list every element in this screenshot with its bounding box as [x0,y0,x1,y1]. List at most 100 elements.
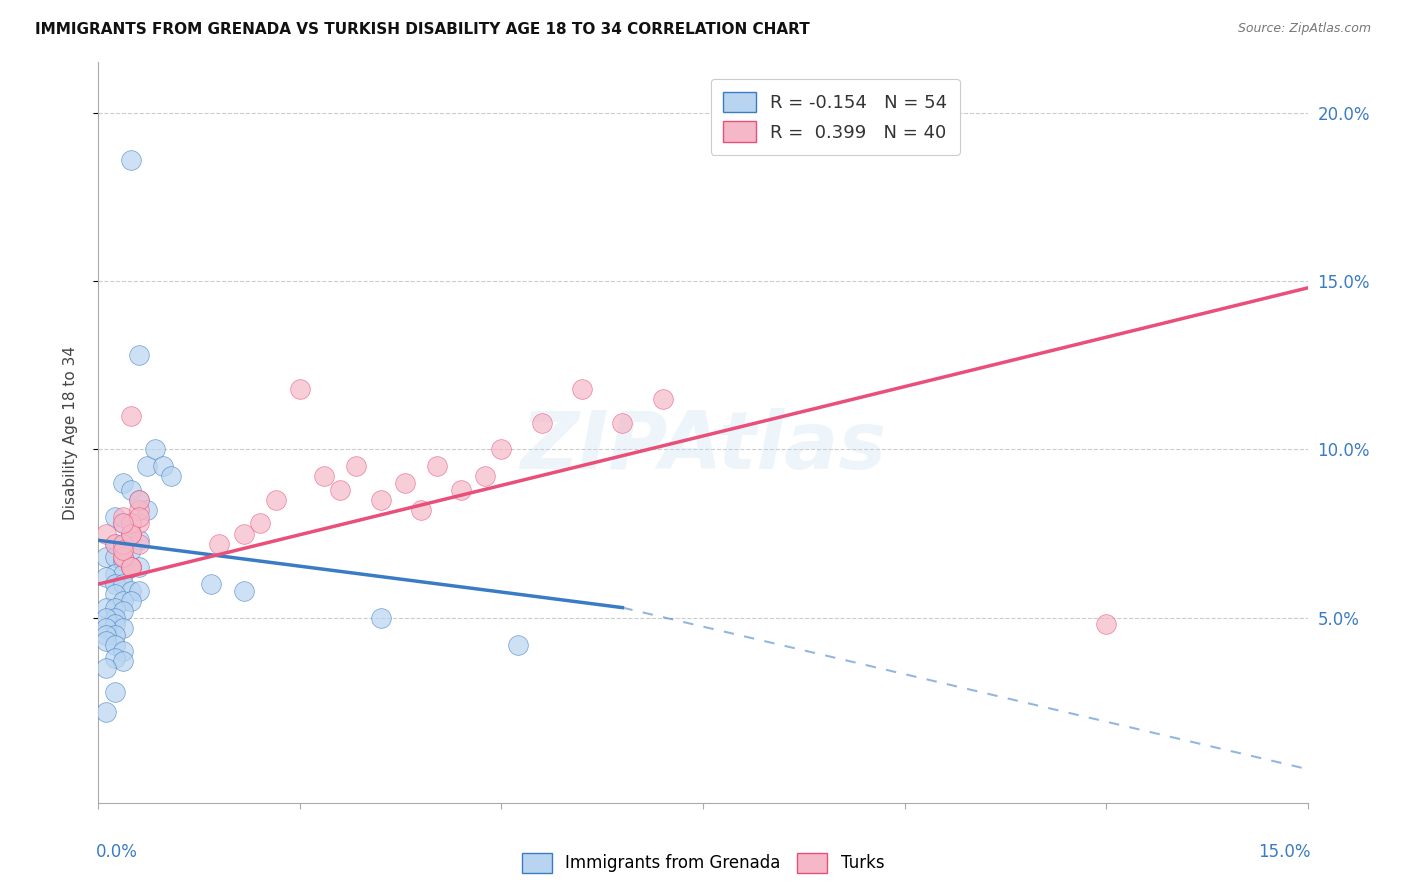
Point [103,617,125,632]
Point [128,516,150,531]
Point [120,560,142,574]
Point [200,577,222,591]
Text: Source: ZipAtlas.com: Source: ZipAtlas.com [1237,22,1371,36]
Point [450,483,472,497]
Point [96,627,118,641]
Point [96,526,118,541]
Point [111,516,134,531]
Point [120,560,142,574]
Point [530,416,553,430]
Point [651,392,673,406]
Point [208,536,231,550]
Point [128,492,150,507]
Point [111,594,134,608]
Point [96,600,118,615]
Point [111,543,134,558]
Point [128,583,150,598]
Point [103,685,125,699]
Point [120,560,142,574]
Point [120,543,142,558]
Point [128,536,150,550]
Point [103,610,125,624]
Point [314,469,336,483]
Point [143,442,166,457]
Point [111,476,134,491]
Point [103,651,125,665]
Point [111,509,134,524]
Point [111,644,134,658]
Point [96,610,118,624]
Point [103,509,125,524]
Point [128,492,150,507]
Legend: Immigrants from Grenada, Turks: Immigrants from Grenada, Turks [515,847,891,880]
Point [120,409,142,423]
Point [120,483,142,497]
Text: 0.0%: 0.0% [96,843,138,861]
Point [120,594,142,608]
Point [120,526,142,541]
Point [111,553,134,567]
Point [128,348,150,362]
Text: ZIPAtlas: ZIPAtlas [520,409,886,486]
Point [111,536,134,550]
Point [394,476,416,491]
Point [506,638,529,652]
Point [103,627,125,641]
Point [160,469,183,483]
Point [128,560,150,574]
Point [1095,617,1118,632]
Point [491,442,513,457]
Point [111,655,134,669]
Point [249,516,271,531]
Point [111,516,134,531]
Point [128,509,150,524]
Point [152,459,174,474]
Point [329,483,352,497]
Point [120,583,142,598]
Point [571,382,593,396]
Point [128,533,150,548]
Point [120,560,142,574]
Point [103,587,125,601]
Point [409,503,432,517]
Y-axis label: Disability Age 18 to 34: Disability Age 18 to 34 [63,345,77,520]
Point [344,459,367,474]
Point [111,550,134,565]
Point [264,492,287,507]
Point [103,638,125,652]
Point [96,705,118,719]
Point [120,526,142,541]
Point [232,526,254,541]
Point [103,566,125,581]
Point [135,459,157,474]
Point [426,459,449,474]
Point [120,516,142,531]
Point [111,566,134,581]
Point [96,570,118,584]
Point [128,503,150,517]
Point [96,550,118,565]
Point [370,492,392,507]
Point [111,550,134,565]
Point [96,634,118,648]
Point [103,550,125,565]
Point [111,543,134,558]
Point [111,577,134,591]
Point [370,610,392,624]
Point [612,416,634,430]
Point [103,577,125,591]
Point [135,503,157,517]
Point [103,536,125,550]
Point [120,526,142,541]
Point [474,469,496,483]
Point [120,153,142,167]
Point [232,583,254,598]
Point [111,621,134,635]
Point [288,382,311,396]
Point [111,604,134,618]
Text: IMMIGRANTS FROM GRENADA VS TURKISH DISABILITY AGE 18 TO 34 CORRELATION CHART: IMMIGRANTS FROM GRENADA VS TURKISH DISAB… [35,22,810,37]
Legend: R = -0.154   N = 54, R =  0.399   N = 40: R = -0.154 N = 54, R = 0.399 N = 40 [710,78,960,155]
Point [103,536,125,550]
Text: 15.0%: 15.0% [1258,843,1310,861]
Point [96,621,118,635]
